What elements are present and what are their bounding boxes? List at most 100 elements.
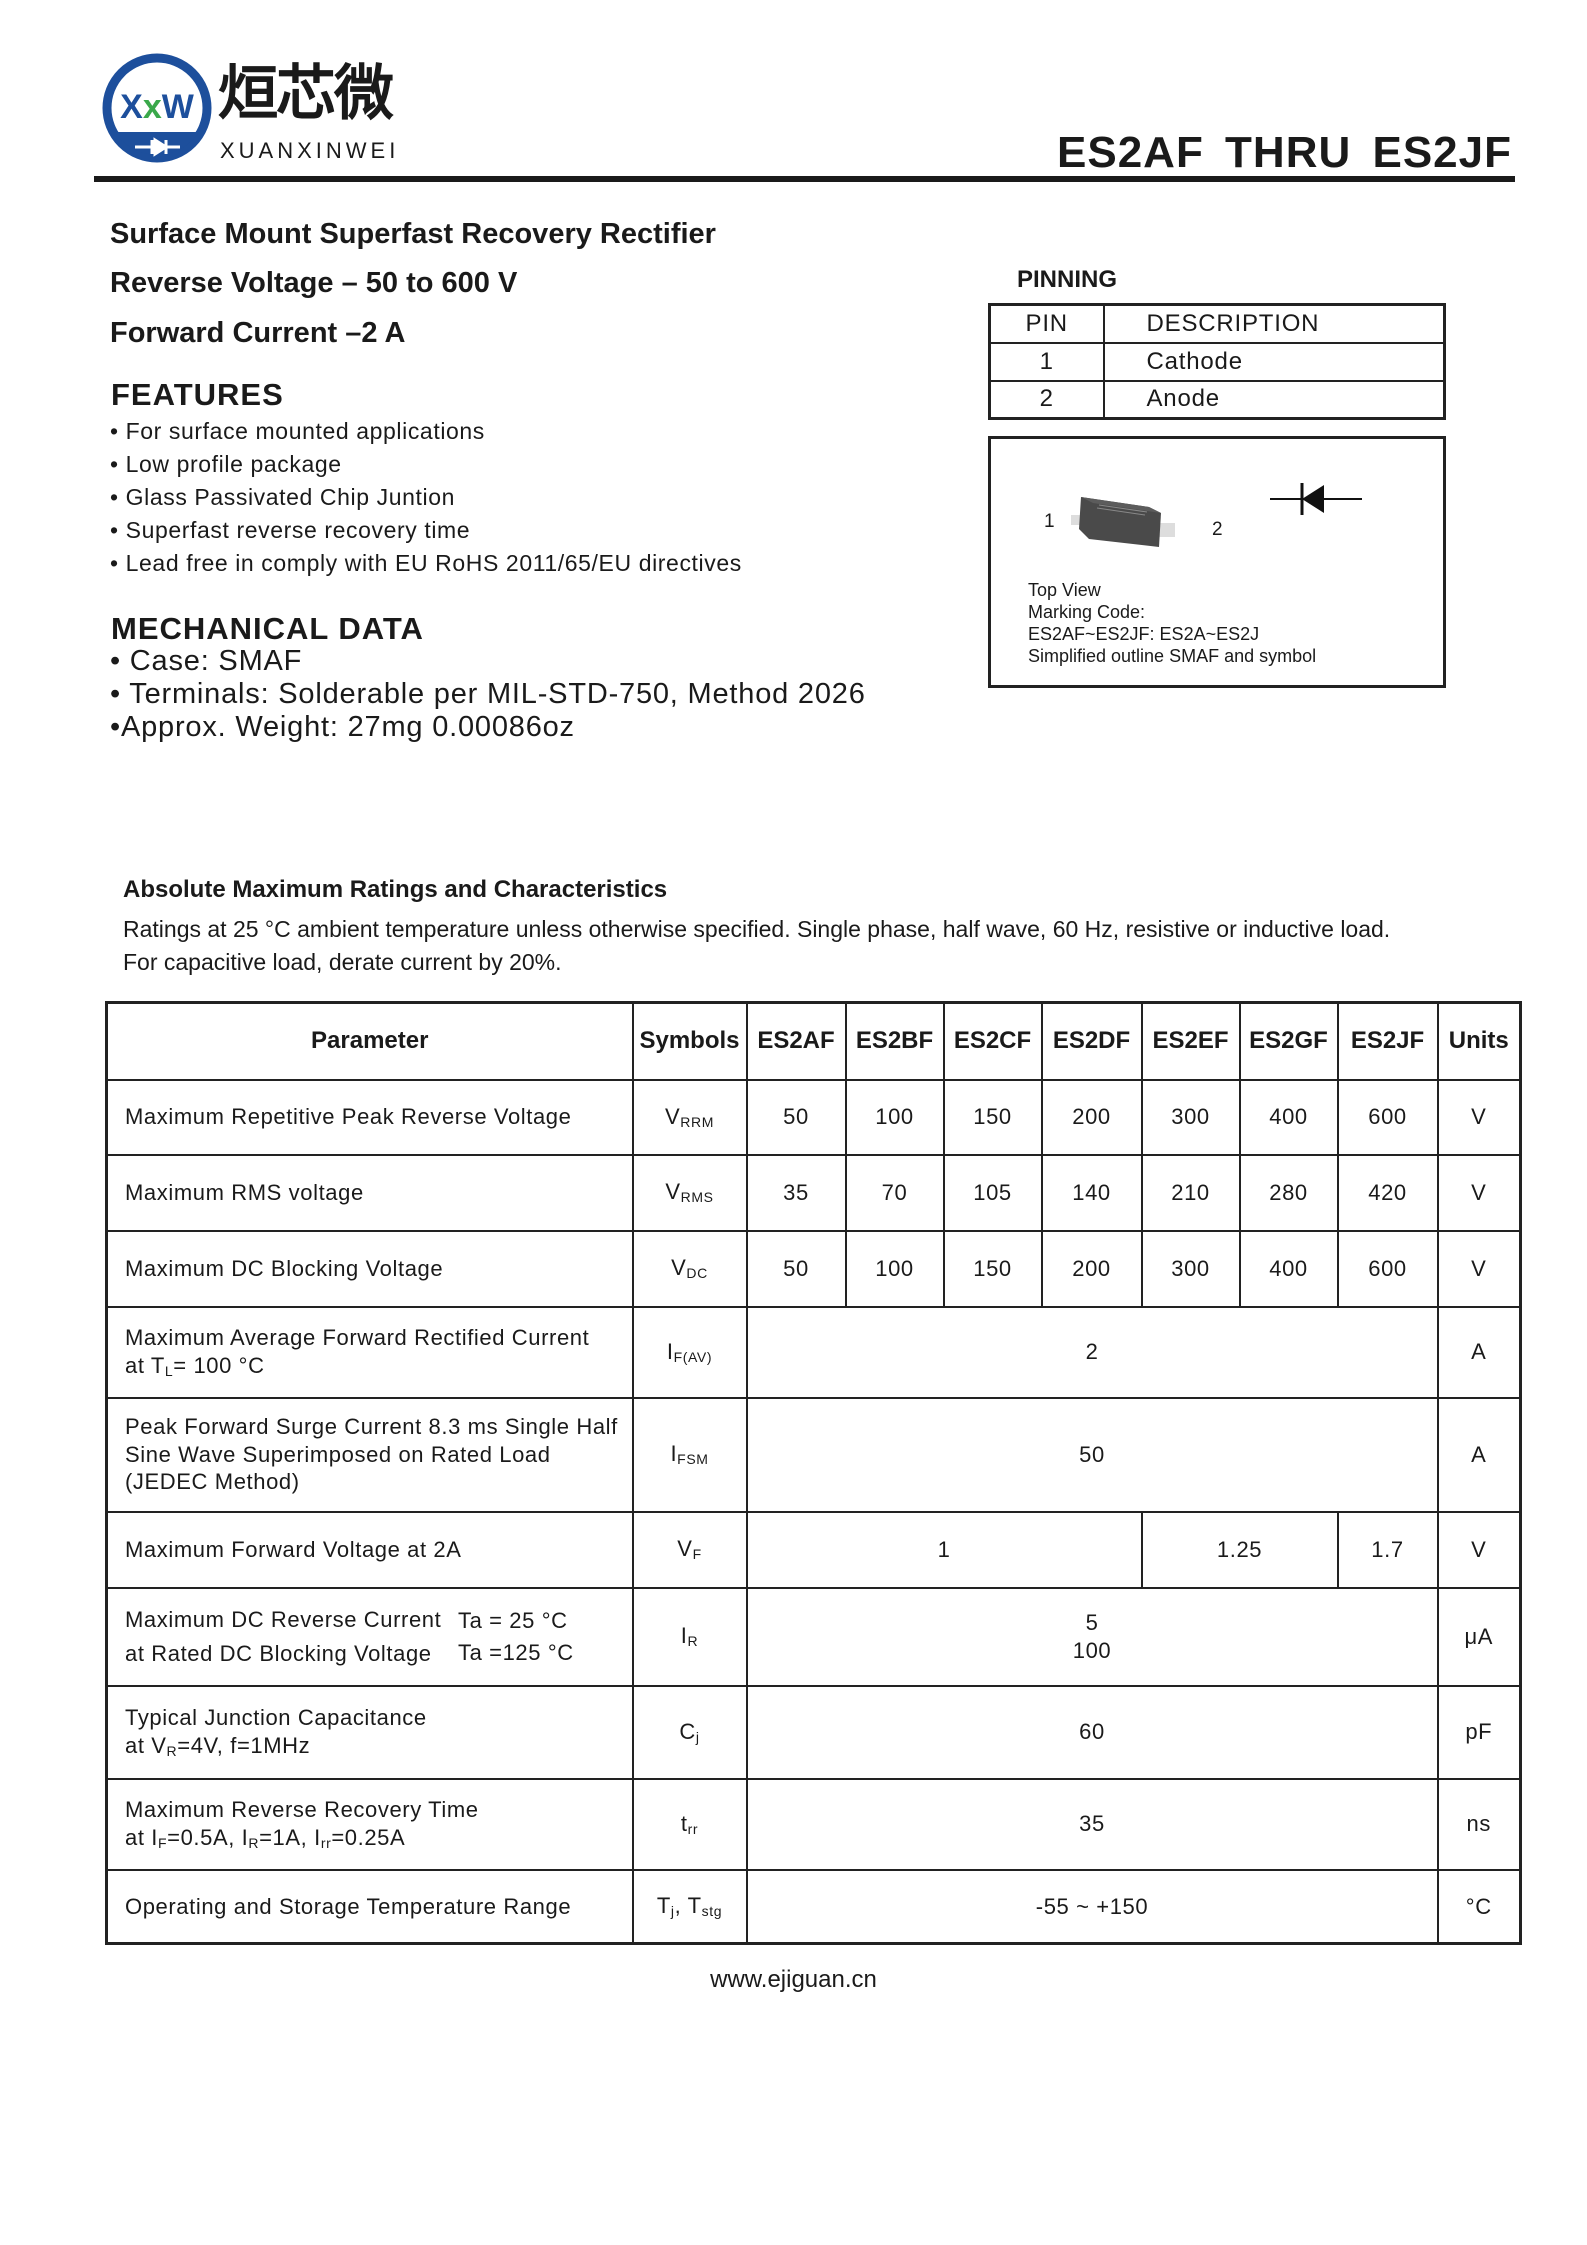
parameter: Maximum RMS voltage <box>105 1153 634 1232</box>
col-header: ES2GF <box>1238 1001 1339 1081</box>
table-row: 2 Anode <box>988 379 1446 420</box>
value: 140 <box>1040 1153 1143 1232</box>
value: 600 <box>1336 1229 1439 1308</box>
col-header: ES2DF <box>1040 1001 1143 1081</box>
description-header: DESCRIPTION <box>1102 303 1446 344</box>
svg-text:XxW: XxW <box>120 88 195 126</box>
unit: ns <box>1436 1777 1522 1871</box>
features-heading: FEATURES <box>111 377 284 412</box>
value: 5 100 <box>745 1586 1439 1687</box>
feature-item: • Glass Passivated Chip Juntion <box>110 484 455 510</box>
value: 1.25 <box>1140 1510 1339 1589</box>
value: 400 <box>1238 1078 1339 1156</box>
diagram-caption: ES2AF~ES2JF: ES2A~ES2J <box>1028 624 1260 644</box>
pin-description: Cathode <box>1102 341 1446 382</box>
value: 1.7 <box>1336 1510 1439 1589</box>
value: 50 <box>745 1229 847 1308</box>
symbol: trr <box>631 1777 748 1871</box>
mechanical-item: •Approx. Weight: 27mg 0.00086oz <box>110 711 575 743</box>
forward-current-spec: Forward Current –2 A <box>110 317 406 349</box>
parameter: Peak Forward Surge Current 8.3 ms Single… <box>105 1396 634 1513</box>
unit: A <box>1436 1305 1522 1399</box>
parameter: Maximum Average Forward Rectified Curren… <box>105 1305 634 1399</box>
feature-item: • Lead free in comply with EU RoHS 2011/… <box>110 550 742 576</box>
value: 600 <box>1336 1078 1439 1156</box>
parameter: Operating and Storage Temperature Range <box>105 1868 634 1945</box>
table-row: Maximum DC Reverse Current Ta = 25 °C at R… <box>105 1586 1522 1687</box>
feature-item: • Superfast reverse recovery time <box>110 517 471 543</box>
company-logo: XxW <box>102 53 212 163</box>
symbol: IFSM <box>631 1396 748 1513</box>
unit: V <box>1436 1229 1522 1308</box>
value: 150 <box>942 1229 1043 1308</box>
symbol: IR <box>631 1586 748 1687</box>
col-header: ES2EF <box>1140 1001 1241 1081</box>
ratings-table: Parameter Symbols ES2AF ES2BF ES2CF ES2D… <box>105 1001 1522 1945</box>
value: 50 <box>745 1396 1439 1513</box>
value: 105 <box>942 1153 1043 1232</box>
value: 420 <box>1336 1153 1439 1232</box>
value: 100 <box>844 1229 945 1308</box>
symbol: Tj, Tstg <box>631 1868 748 1945</box>
value: 60 <box>745 1684 1439 1780</box>
value: 35 <box>745 1153 847 1232</box>
pin-description: Anode <box>1102 379 1446 420</box>
pinning-heading: PINNING <box>1017 266 1118 293</box>
diagram-caption: Top View <box>1028 580 1101 600</box>
ratings-heading: Absolute Maximum Ratings and Characteris… <box>123 876 668 903</box>
diagram-caption: Marking Code: <box>1028 602 1146 622</box>
value: 50 <box>745 1078 847 1156</box>
website-link[interactable]: www.ejiguan.cn <box>710 1966 877 1993</box>
diagram-caption: Simplified outline SMAF and symbol <box>1028 646 1317 666</box>
unit: A <box>1436 1396 1522 1513</box>
value: 200 <box>1040 1229 1143 1308</box>
ratings-note: For capacitive load, derate current by 2… <box>123 949 562 975</box>
product-description: Surface Mount Superfast Recovery Rectifi… <box>110 218 716 250</box>
ratings-note: Ratings at 25 °C ambient temperature unl… <box>123 916 1391 942</box>
table-header-row: Parameter Symbols ES2AF ES2BF ES2CF ES2D… <box>105 1001 1522 1081</box>
value: 280 <box>1238 1153 1339 1232</box>
unit: μA <box>1436 1586 1522 1687</box>
parameter: Maximum Forward Voltage at 2A <box>105 1510 634 1589</box>
diode-symbol-icon <box>1270 483 1362 515</box>
table-header-row: PIN DESCRIPTION <box>988 303 1446 344</box>
col-header: ES2AF <box>745 1001 847 1081</box>
symbol: VDC <box>631 1229 748 1308</box>
value: 300 <box>1140 1078 1241 1156</box>
value: 200 <box>1040 1078 1143 1156</box>
unit: pF <box>1436 1684 1522 1780</box>
table-row: Peak Forward Surge Current 8.3 ms Single… <box>105 1396 1522 1513</box>
pin2-label: 2 <box>1212 519 1223 540</box>
smaf-package-icon <box>1071 497 1175 547</box>
unit: V <box>1436 1153 1522 1232</box>
brand-name-english: XUANXINWEI <box>220 138 400 163</box>
unit: V <box>1436 1078 1522 1156</box>
table-row: Typical Junction Capacitance at VR=4V, f=… <box>105 1684 1522 1780</box>
table-row: 1 Cathode <box>988 341 1446 382</box>
parameter: Maximum Repetitive Peak Reverse Voltage <box>105 1078 634 1156</box>
feature-item: • Low profile package <box>110 451 342 477</box>
feature-item: • For surface mounted applications <box>110 418 485 444</box>
parameter: Maximum DC Blocking Voltage <box>105 1229 634 1308</box>
value: 300 <box>1140 1229 1241 1308</box>
pin-number: 1 <box>988 341 1105 382</box>
value: 1 <box>745 1510 1143 1589</box>
col-header: ES2JF <box>1336 1001 1439 1081</box>
value: 100 <box>844 1078 945 1156</box>
pinning-table: PIN DESCRIPTION 1 Cathode 2 Anode <box>988 303 1446 420</box>
value: 35 <box>745 1777 1439 1871</box>
brand-name-chinese: 烜芯微 <box>218 59 394 129</box>
pin1-label: 1 <box>1044 511 1055 532</box>
parameter: Maximum DC Reverse Current Ta = 25 °C at R… <box>105 1586 634 1687</box>
reverse-voltage-spec: Reverse Voltage – 50 to 600 V <box>110 267 518 299</box>
parameter: Maximum Reverse Recovery Time at IF=0.5A,… <box>105 1777 634 1871</box>
col-header: ES2CF <box>942 1001 1043 1081</box>
pin-number: 2 <box>988 379 1105 420</box>
table-row: Maximum Average Forward Rectified Curren… <box>105 1305 1522 1399</box>
parameter: Typical Junction Capacitance at VR=4V, f=… <box>105 1684 634 1780</box>
symbol: Cj <box>631 1684 748 1780</box>
col-header: Parameter <box>105 1001 634 1081</box>
symbol: VF <box>631 1510 748 1589</box>
table-row: Maximum Reverse Recovery Time at IF=0.5A,… <box>105 1777 1522 1871</box>
table-row: Operating and Storage Temperature Range … <box>105 1868 1522 1945</box>
